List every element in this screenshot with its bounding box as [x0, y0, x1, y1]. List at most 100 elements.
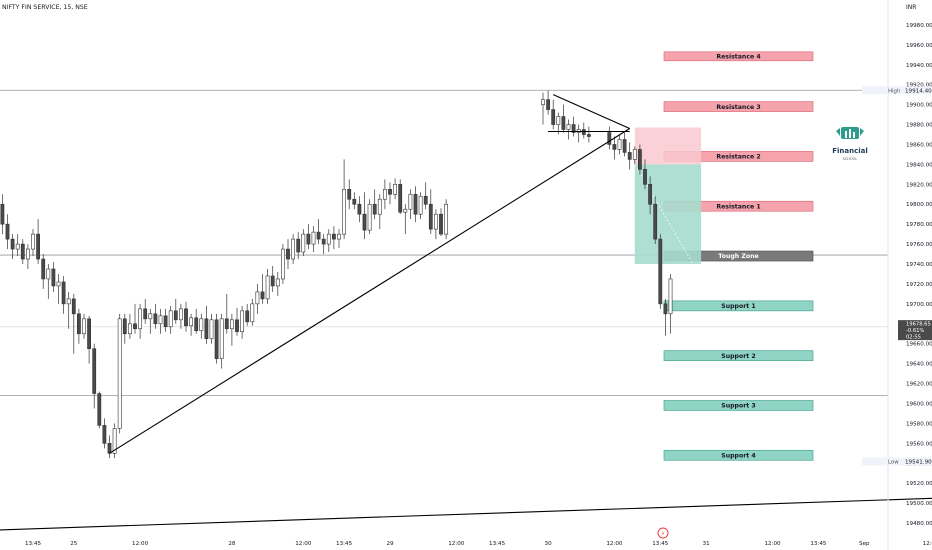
position-tool-layer [634, 127, 702, 265]
time-tick-label: Sep [859, 541, 870, 547]
candle-body [428, 203, 433, 230]
candle-body [377, 198, 382, 215]
candle-body [433, 213, 438, 230]
candle-body [128, 323, 132, 335]
candle-body [551, 109, 556, 125]
time-tick-label: 29 [386, 541, 394, 547]
candle-body [25, 248, 30, 260]
bull-and-bear-icon [836, 127, 864, 139]
price-tick-label: 19600.00 [906, 401, 932, 407]
candle-body [413, 193, 418, 215]
time-tick-label: 31 [703, 541, 711, 547]
candle-body [668, 278, 673, 315]
candle-body [138, 308, 143, 330]
price-label-value: 19914.40 [905, 88, 932, 94]
candle-body [77, 313, 81, 335]
candle-body [260, 291, 265, 300]
candle-body [97, 393, 102, 426]
candle-body [173, 310, 178, 321]
financial-school-logo: Financial SCHOOL [832, 127, 868, 161]
last-price-line: 02:55 [906, 334, 921, 340]
candle-body [653, 203, 658, 240]
candle-body [291, 238, 296, 260]
zone-label: Resistance 1 [716, 203, 760, 210]
candle-body [632, 149, 637, 160]
time-tick-label: 13:45 [810, 541, 827, 547]
zone-label: Resistance 2 [716, 154, 760, 161]
price-tick-label: 19980.00 [906, 23, 932, 29]
candle-body [357, 203, 362, 215]
candle-body [122, 318, 127, 335]
time-tick-label: 13:45 [652, 541, 669, 547]
zone-label: Support 3 [721, 403, 755, 410]
candle-body [627, 152, 632, 160]
candle-body [117, 318, 122, 429]
candle-body [617, 139, 622, 150]
price-tick-label: 19560.00 [906, 441, 932, 447]
time-tick-label: 30 [545, 541, 553, 547]
candle-body [36, 233, 41, 260]
candle-body [586, 134, 591, 137]
time-tick-label: 13:45 [25, 541, 42, 547]
candle-body [107, 443, 112, 454]
candle-body [199, 318, 204, 332]
time-tick-label: 12:00 [448, 541, 465, 547]
candle-body [321, 238, 326, 245]
candle-body [362, 213, 367, 231]
candle-body [189, 317, 194, 327]
logo-name: Financial [832, 147, 868, 155]
candle-body [250, 303, 255, 323]
price-tick-label: 19660.00 [906, 342, 932, 348]
price-labels-layer: High 19914.40 Low 19541.90 19678.65-0.61%02:… [862, 86, 932, 466]
candle-body [204, 318, 209, 340]
price-label-name: Low [888, 459, 899, 465]
candle-body [214, 319, 219, 359]
candle-body [423, 195, 428, 205]
candle-body [301, 233, 306, 253]
stop-loss-zone [634, 127, 702, 165]
candle-body [275, 278, 280, 287]
price-tick-label: 19940.00 [906, 63, 932, 69]
candle-body [20, 243, 25, 260]
last-price-line: -0.61% [906, 328, 924, 334]
price-label-bg [862, 86, 932, 95]
candle-body [566, 124, 571, 130]
candle-body [265, 275, 270, 300]
last-price-line: 19678.65 [906, 322, 931, 328]
price-axis[interactable]: 19480.0019500.0019520.0019540.0019560.00… [906, 23, 932, 527]
candle-body [209, 319, 214, 340]
time-axis[interactable]: 13:45 25 12:00 28 12:00 13:45 29 12:00 13:45 30 12… [25, 541, 932, 547]
candle-body [316, 231, 321, 240]
zone-label: Support 4 [721, 452, 756, 459]
time-tick-label: 12:00 [295, 541, 312, 547]
candle-body [546, 99, 551, 110]
price-label-name: High [888, 88, 900, 94]
candle-body [637, 149, 642, 170]
candle-body [347, 188, 352, 200]
candle-body [0, 203, 5, 225]
candle-body [607, 132, 612, 145]
time-tick-label: 13:45 [489, 541, 506, 547]
price-tick-label: 19640.00 [906, 362, 932, 368]
candle-body [280, 248, 285, 280]
candle-body [230, 319, 234, 330]
candle-body [41, 258, 46, 280]
candle-body [82, 318, 86, 335]
candle-body [71, 298, 76, 315]
price-tick-label: 19500.00 [906, 501, 932, 507]
price-tick-label: 19860.00 [906, 142, 932, 148]
candle-body [398, 184, 403, 213]
price-tick-label: 19880.00 [906, 123, 932, 129]
candle-body [444, 203, 449, 235]
time-marker-icon[interactable]: ⚡ [657, 527, 669, 539]
candle-body [66, 298, 71, 305]
candle-body [56, 281, 61, 287]
price-tick-label: 19740.00 [906, 262, 932, 268]
candle-body [612, 144, 617, 150]
candle-body [153, 313, 158, 325]
candle-body [245, 310, 250, 323]
price-tick-label: 19480.00 [906, 521, 932, 527]
time-tick-label: 25 [70, 541, 78, 547]
time-tick-label: 13:45 [336, 541, 353, 547]
